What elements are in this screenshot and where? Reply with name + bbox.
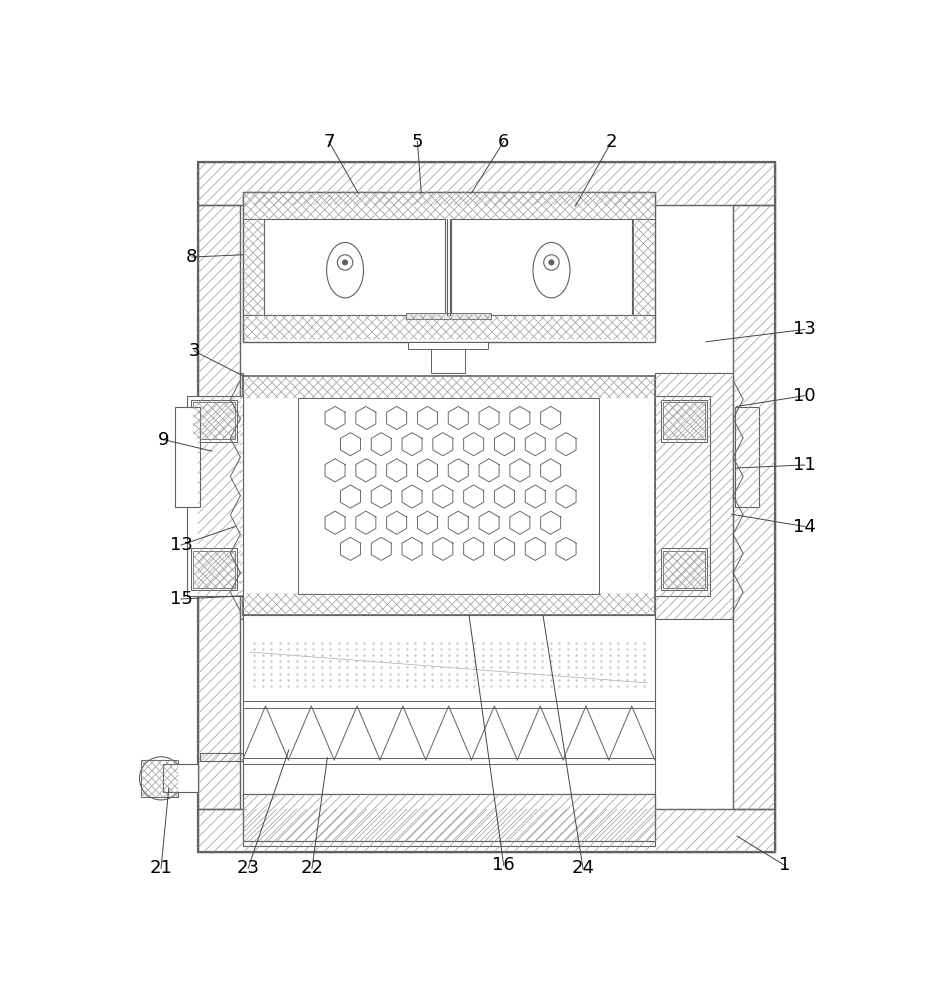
Bar [243,376,655,398]
Text: 5: 5 [412,133,423,151]
Bar [243,219,264,315]
Text: 15: 15 [170,590,193,608]
Text: 7: 7 [324,133,335,151]
Bar [198,205,240,809]
Bar [663,551,705,588]
Bar [243,615,655,846]
Text: 24: 24 [571,859,594,877]
Text: 6: 6 [498,133,510,151]
Bar [243,192,655,342]
Bar [431,349,465,373]
Bar [243,376,655,615]
Text: 22: 22 [301,859,324,877]
Bar [406,313,491,319]
Circle shape [549,260,553,265]
Bar [243,315,655,339]
Bar [162,764,198,792]
Bar [243,794,655,841]
Bar [243,758,655,764]
Bar [734,205,775,809]
Bar [452,219,632,315]
Bar [194,551,235,588]
Text: 13: 13 [170,536,193,554]
Text: 9: 9 [158,431,169,449]
Bar [655,396,710,596]
Bar [408,342,489,349]
Bar [298,398,599,594]
Bar [191,400,237,442]
Text: 13: 13 [793,320,816,338]
Bar [187,396,243,596]
Bar [141,760,178,797]
Bar [661,548,707,590]
Text: 2: 2 [605,133,617,151]
Bar [240,373,243,619]
Text: 14: 14 [793,518,816,536]
Text: 11: 11 [793,456,816,474]
Text: 3: 3 [189,342,200,360]
Circle shape [343,260,347,265]
Text: 1: 1 [779,856,791,874]
Bar [735,407,759,507]
Text: 10: 10 [793,387,816,405]
Bar [655,373,734,619]
Bar [198,162,775,852]
Text: 21: 21 [150,859,173,877]
Bar [633,219,655,315]
Bar [663,402,705,439]
Bar [243,192,655,219]
Bar [243,701,655,708]
Bar [175,407,199,507]
Bar [243,594,655,615]
Bar [198,162,775,205]
Text: 8: 8 [186,248,197,266]
Ellipse shape [326,242,363,298]
Bar [661,400,707,442]
Text: 23: 23 [236,859,259,877]
Bar [198,809,775,852]
Bar [199,753,243,761]
Bar [264,219,445,315]
Ellipse shape [533,242,570,298]
Bar [194,402,235,439]
Bar [191,548,237,590]
Bar [198,162,775,852]
Text: 16: 16 [493,856,515,874]
